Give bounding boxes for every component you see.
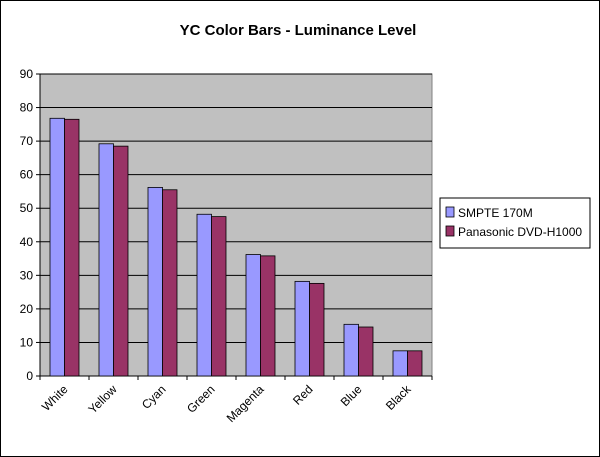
legend-label: Panasonic DVD-H1000 [458, 225, 582, 239]
bar-panasonic-dvd-h1000-blue [358, 326, 374, 377]
x-tick-label: Black [383, 382, 414, 413]
bar-panasonic-dvd-h1000-white [64, 118, 80, 377]
bar-smpte-170m-cyan [147, 187, 163, 377]
x-tick-label: Yellow [86, 382, 120, 416]
x-tick-label: White [39, 382, 71, 414]
legend-label: SMPTE 170M [458, 206, 533, 220]
bar-smpte-170m-black [392, 350, 408, 377]
bar-panasonic-dvd-h1000-magenta [260, 255, 276, 377]
bar-panasonic-dvd-h1000-red [309, 282, 325, 377]
y-tick-label: 80 [20, 101, 34, 115]
y-tick-label: 10 [20, 335, 34, 349]
legend: SMPTE 170M Panasonic DVD-H1000 [439, 197, 591, 249]
x-tick-label: Magenta [224, 382, 267, 425]
y-tick-label: 30 [20, 268, 34, 282]
bar-panasonic-dvd-h1000-black [407, 350, 423, 377]
x-tick-label: Red [290, 382, 315, 407]
bar-smpte-170m-green [196, 213, 212, 377]
y-tick-label: 40 [20, 235, 34, 249]
bar-panasonic-dvd-h1000-yellow [113, 145, 129, 377]
bar-smpte-170m-blue [343, 323, 359, 377]
bar-smpte-170m-magenta [245, 254, 261, 377]
legend-swatch [445, 225, 455, 237]
bar-smpte-170m-red [294, 280, 310, 377]
x-tick-label: Blue [338, 382, 365, 409]
x-tick-label: Green [184, 382, 217, 415]
chart-title: YC Color Bars - Luminance Level [180, 22, 417, 39]
y-tick-label: 70 [20, 134, 34, 148]
y-tick-label: 90 [20, 67, 34, 81]
bar-panasonic-dvd-h1000-green [211, 216, 227, 377]
legend-swatch [445, 206, 455, 218]
x-tick-label: Cyan [139, 382, 169, 412]
y-tick-label: 0 [26, 369, 33, 383]
bar-smpte-170m-yellow [98, 143, 114, 377]
y-tick-label: 20 [20, 302, 34, 316]
y-tick-label: 60 [20, 168, 34, 182]
bar-panasonic-dvd-h1000-cyan [162, 189, 178, 377]
bar-smpte-170m-white [49, 117, 65, 377]
plot-area: 0 10 20 30 40 50 60 70 80 90 White Yellow Cyan Green M… [20, 67, 433, 425]
legend-box [439, 197, 591, 249]
y-tick-label: 50 [20, 201, 34, 215]
